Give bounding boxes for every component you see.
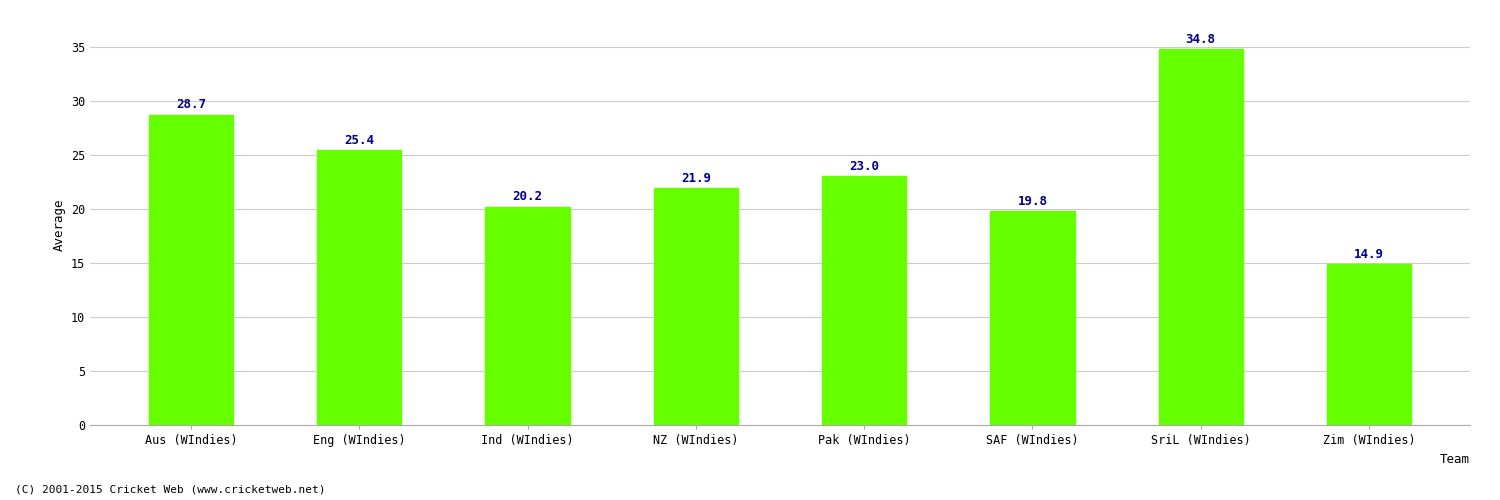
Bar	[1328, 264, 1412, 425]
Bar	[316, 150, 402, 425]
Bar	[654, 188, 738, 425]
Bar	[1158, 49, 1244, 425]
Bar	[822, 176, 906, 425]
Text: 20.2: 20.2	[513, 190, 543, 203]
X-axis label: Team: Team	[1440, 452, 1470, 466]
Text: 21.9: 21.9	[681, 172, 711, 185]
Text: 34.8: 34.8	[1185, 32, 1215, 46]
Text: 19.8: 19.8	[1017, 194, 1047, 207]
Text: 23.0: 23.0	[849, 160, 879, 173]
Bar	[148, 114, 232, 425]
Text: 25.4: 25.4	[345, 134, 375, 147]
Text: 28.7: 28.7	[176, 98, 206, 112]
Bar	[990, 211, 1074, 425]
Text: (C) 2001-2015 Cricket Web (www.cricketweb.net): (C) 2001-2015 Cricket Web (www.cricketwe…	[15, 485, 326, 495]
Y-axis label: Average: Average	[53, 198, 66, 251]
Text: 14.9: 14.9	[1354, 248, 1384, 260]
Bar	[486, 206, 570, 425]
